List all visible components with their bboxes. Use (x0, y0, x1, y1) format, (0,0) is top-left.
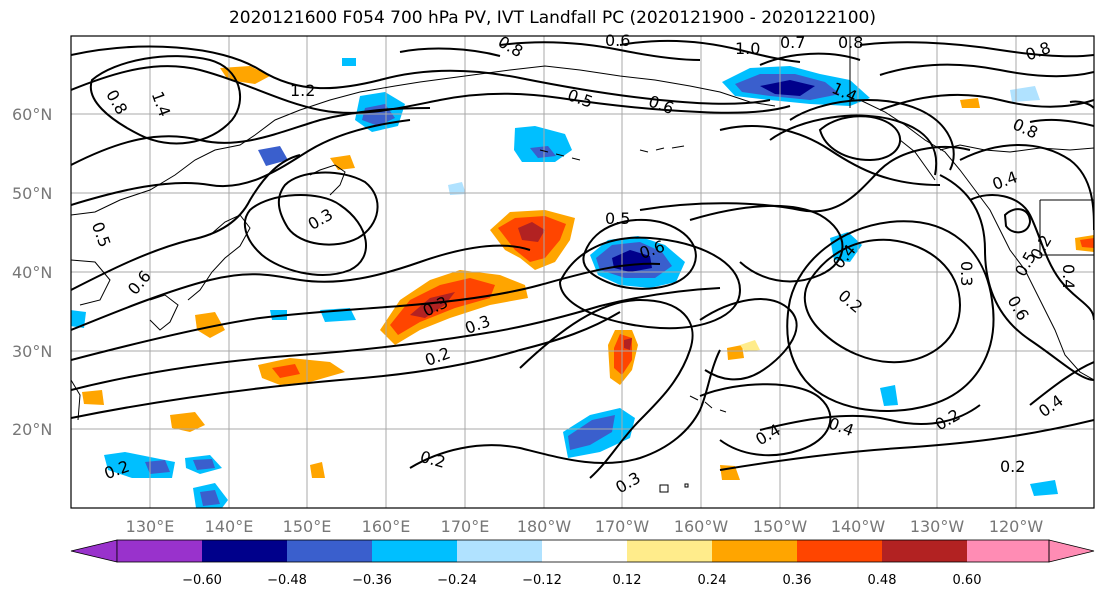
lon-label: 150°W (753, 517, 808, 536)
colorbar: −0.60 −0.48 −0.36 −0.24 −0.12 0.12 0.24 … (70, 539, 1095, 588)
lon-label: 140°W (831, 517, 886, 536)
colorbar-tick: −0.36 (352, 573, 392, 588)
lat-label: 50°N (12, 184, 52, 203)
colorbar-max-extend (1048, 539, 1095, 563)
contour-label: 0.2 (1000, 457, 1025, 476)
lon-label: 130°E (126, 517, 175, 536)
longitude-labels: 130°E 140°E 150°E 160°E 170°E 180°W 170°… (126, 517, 1044, 536)
colorbar-min-extend (70, 539, 118, 563)
colorbar-bin (372, 540, 457, 562)
lon-label: 160°W (674, 517, 729, 536)
contour-label: 0.7 (780, 33, 805, 52)
lon-label: 140°E (205, 517, 254, 536)
colorbar-tick: −0.48 (267, 573, 307, 588)
colorbar-frame (116, 539, 1050, 563)
colorbar-bin (712, 540, 797, 562)
contour-label: 1.2 (290, 81, 315, 100)
colorbar-tick: 0.48 (868, 573, 897, 588)
colorbar-bin (202, 540, 287, 562)
colorbar-tick: −0.12 (522, 573, 562, 588)
lon-label: 120°W (989, 517, 1044, 536)
lon-label: 130°W (910, 517, 965, 536)
colorbar-tick: 0.24 (698, 573, 727, 588)
colorbar-bin (287, 540, 372, 562)
lat-label: 30°N (12, 342, 52, 361)
lat-label: 20°N (12, 420, 52, 439)
latitude-labels: 60°N 50°N 40°N 30°N 20°N (12, 105, 52, 439)
lon-label: 150°E (283, 517, 332, 536)
colorbar-bin (542, 540, 627, 562)
lon-label: 170°W (595, 517, 650, 536)
contour-label: 0.8 (838, 33, 863, 52)
colorbar-bin (117, 540, 202, 562)
map-frame (70, 35, 1095, 509)
colorbar-tick: 0.60 (953, 573, 982, 588)
anomaly-shading (71, 58, 1094, 508)
contour-label: 0.3 (957, 261, 976, 286)
colorbar-tick: −0.24 (437, 573, 477, 588)
map-title: 2020121600 F054 700 hPa PV, IVT Landfall… (228, 8, 876, 28)
colorbar-bin (797, 540, 882, 562)
lon-label: 170°E (441, 517, 490, 536)
contour-label: 0.5 (605, 209, 630, 228)
colorbar-bin (627, 540, 712, 562)
colorbar-tick: 0.12 (613, 573, 642, 588)
contour-label: 0.4 (1059, 264, 1078, 289)
colorbar-tick: −0.60 (182, 573, 222, 588)
lon-label: 180°W (517, 517, 572, 536)
coastlines (71, 36, 1094, 493)
pv-contours (71, 39, 1094, 479)
colorbar-bin (882, 540, 967, 562)
contour-label: 0.6 (605, 31, 630, 50)
lat-label: 40°N (12, 263, 52, 282)
colorbar-tick: 0.36 (783, 573, 812, 588)
colorbar-bin (457, 540, 542, 562)
lat-label: 60°N (12, 105, 52, 124)
lon-label: 160°E (362, 517, 411, 536)
contour-label: 1.0 (735, 39, 760, 58)
colorbar-bin (967, 540, 1049, 562)
